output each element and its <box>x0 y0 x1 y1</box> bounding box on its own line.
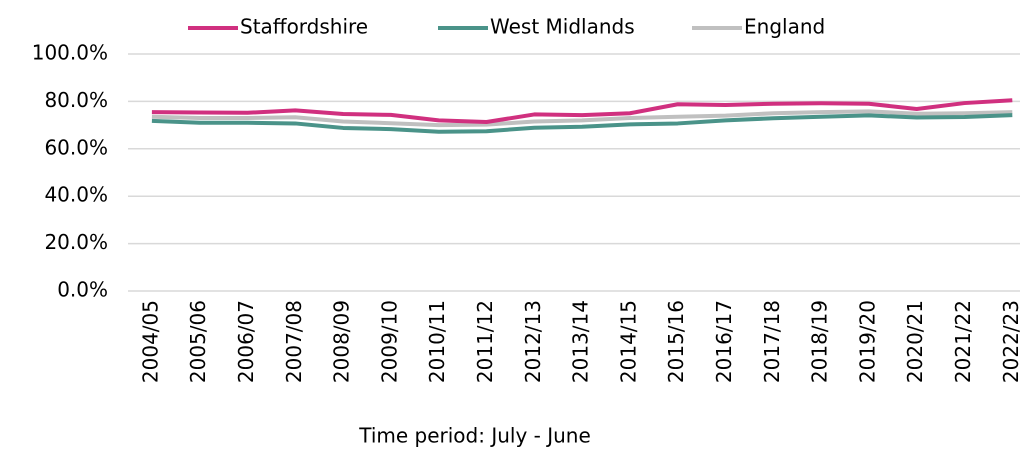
x-tick-label: 2013/14 <box>569 300 593 383</box>
x-tick-label: 2019/20 <box>855 300 879 383</box>
y-tick-label: 60.0% <box>44 135 108 159</box>
y-tick-label: 80.0% <box>44 88 108 112</box>
series-line <box>151 113 1013 134</box>
x-tick-label: 2010/11 <box>425 300 449 383</box>
x-tick-label: 2022/23 <box>999 300 1020 383</box>
x-tick-label: 2005/06 <box>186 300 210 383</box>
legend-label: England <box>744 15 825 39</box>
x-tick-label: 2021/22 <box>951 300 975 383</box>
x-tick-label: 2015/16 <box>664 300 688 383</box>
x-axis-label: Time period: July - June <box>358 424 591 448</box>
y-tick-label: 100.0% <box>32 41 108 65</box>
x-tick-label: 2014/15 <box>616 300 640 383</box>
x-tick-label: 2017/18 <box>760 300 784 383</box>
x-tick-label: 2004/05 <box>138 300 162 383</box>
x-tick-label: 2007/08 <box>282 300 306 383</box>
x-tick-label: 2008/09 <box>330 300 354 383</box>
x-tick-label: 2020/21 <box>903 300 927 383</box>
x-tick-label: 2016/17 <box>712 300 736 383</box>
series-line <box>151 109 1013 128</box>
legend-label: Staffordshire <box>240 15 368 39</box>
y-tick-label: 40.0% <box>44 183 108 207</box>
x-tick-label: 2009/10 <box>377 300 401 383</box>
x-tick-label: 2012/13 <box>521 300 545 383</box>
x-tick-label: 2018/19 <box>808 300 832 383</box>
y-tick-label: 20.0% <box>44 230 108 254</box>
x-tick-label: 2006/07 <box>234 300 258 383</box>
y-tick-label: 0.0% <box>57 278 108 302</box>
legend-label: West Midlands <box>490 15 635 39</box>
x-tick-label: 2011/12 <box>473 300 497 383</box>
series-line <box>151 98 1013 125</box>
